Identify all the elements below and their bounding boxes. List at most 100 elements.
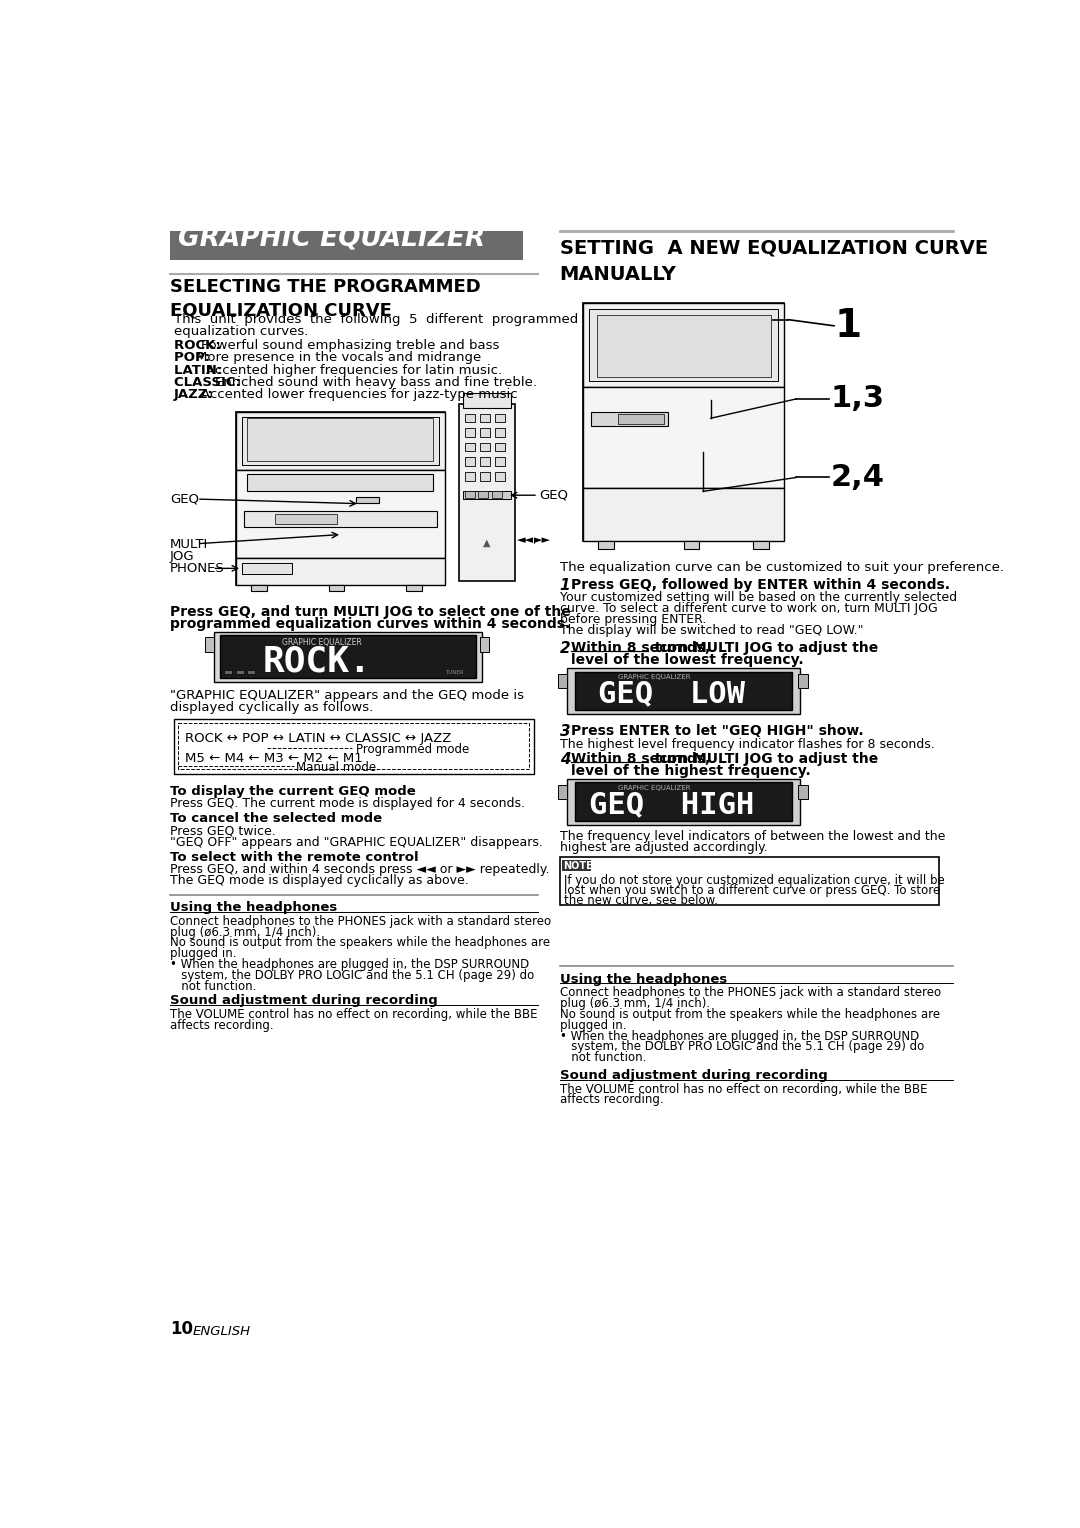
Text: GRAPHIC EQUALIZER: GRAPHIC EQUALIZER: [618, 674, 690, 680]
Circle shape: [298, 562, 305, 568]
Circle shape: [586, 492, 595, 500]
Bar: [597, 315, 770, 376]
Circle shape: [607, 396, 618, 406]
Text: Enriched sound with heavy bass and fine treble.: Enriched sound with heavy bass and fine …: [215, 376, 537, 388]
Bar: [406, 585, 422, 591]
Text: Within 8 seconds,: Within 8 seconds,: [570, 752, 710, 766]
Circle shape: [666, 494, 671, 498]
Circle shape: [282, 495, 293, 506]
Text: "GRAPHIC EQUALIZER" appears and the GEQ mode is: "GRAPHIC EQUALIZER" appears and the GEQ …: [170, 689, 524, 703]
Circle shape: [322, 562, 328, 568]
Bar: [480, 428, 490, 437]
Circle shape: [350, 529, 362, 541]
Circle shape: [772, 408, 779, 414]
Text: The GEQ mode is displayed cyclically as above.: The GEQ mode is displayed cyclically as …: [170, 874, 469, 888]
Bar: [618, 414, 664, 423]
Bar: [798, 785, 808, 799]
Bar: [576, 782, 793, 821]
Text: Connect headphones to the PHONES jack with a standard stereo: Connect headphones to the PHONES jack wi…: [170, 915, 551, 927]
Bar: [242, 562, 293, 573]
Text: 2: 2: [559, 640, 570, 656]
Circle shape: [265, 495, 275, 506]
Text: plug (ø6.3 mm, 1/4 inch).: plug (ø6.3 mm, 1/4 inch).: [559, 998, 710, 1010]
Text: Powerful sound emphasizing treble and bass: Powerful sound emphasizing treble and ba…: [201, 339, 499, 351]
Text: 3: 3: [559, 724, 570, 740]
Circle shape: [426, 478, 433, 486]
Text: To display the current GEQ mode: To display the current GEQ mode: [170, 785, 416, 799]
Text: SETTING  A NEW EQUALIZATION CURVE
MANUALLY: SETTING A NEW EQUALIZATION CURVE MANUALL…: [559, 238, 988, 284]
Text: Your customized setting will be based on the currently selected: Your customized setting will be based on…: [559, 591, 957, 605]
Circle shape: [255, 564, 262, 571]
Text: programmed equalization curves within 4 seconds.: programmed equalization curves within 4 …: [170, 617, 570, 631]
Circle shape: [643, 494, 647, 498]
Bar: [480, 443, 490, 451]
Text: ROCK.: ROCK.: [262, 645, 372, 678]
Bar: [798, 674, 808, 688]
Bar: [214, 631, 482, 681]
Circle shape: [333, 495, 343, 506]
Text: plug (ø6.3 mm, 1/4 inch).: plug (ø6.3 mm, 1/4 inch).: [170, 926, 320, 938]
Bar: [465, 457, 475, 466]
Text: Sound adjustment during recording: Sound adjustment during recording: [559, 1070, 827, 1082]
Text: Press GEQ, and turn MULTI JOG to select one of the: Press GEQ, and turn MULTI JOG to select …: [170, 605, 570, 619]
Circle shape: [697, 494, 702, 498]
Text: 2,4: 2,4: [831, 463, 885, 492]
Circle shape: [658, 494, 663, 498]
Text: GEQ: GEQ: [539, 489, 568, 501]
Text: Connect headphones to the PHONES jack with a standard stereo: Connect headphones to the PHONES jack wi…: [559, 987, 941, 999]
Text: The equalization curve can be customized to suit your preference.: The equalization curve can be customized…: [559, 561, 1003, 573]
Text: system, the DOLBY PRO LOGIC and the 5.1 CH (page 29) do: system, the DOLBY PRO LOGIC and the 5.1 …: [559, 1041, 924, 1053]
Bar: [583, 388, 784, 487]
Text: PHONES: PHONES: [170, 562, 225, 575]
Text: Press GEQ, and within 4 seconds press ◄◄ or ►► repeatedly.: Press GEQ, and within 4 seconds press ◄◄…: [170, 862, 550, 876]
Bar: [328, 585, 345, 591]
Text: ROCK ↔ POP ↔ LATIN ↔ CLASSIC ↔ JAZZ: ROCK ↔ POP ↔ LATIN ↔ CLASSIC ↔ JAZZ: [186, 732, 451, 746]
Text: ◄◄,: ◄◄,: [517, 535, 538, 545]
Bar: [754, 541, 769, 549]
Bar: [567, 668, 800, 714]
Text: To cancel the selected mode: To cancel the selected mode: [170, 813, 382, 825]
Circle shape: [729, 416, 770, 455]
Circle shape: [611, 492, 619, 500]
Circle shape: [389, 518, 423, 552]
Bar: [465, 428, 475, 437]
Circle shape: [772, 388, 779, 394]
Bar: [478, 492, 488, 498]
Text: curve. To select a different curve to work on, turn MULTI JOG: curve. To select a different curve to wo…: [559, 602, 937, 616]
Text: before pressing ENTER.: before pressing ENTER.: [559, 613, 706, 626]
Bar: [225, 669, 232, 674]
Bar: [495, 472, 504, 481]
Bar: [242, 417, 438, 465]
Text: ▲: ▲: [483, 538, 490, 549]
Circle shape: [559, 677, 567, 685]
Text: turn MULTI JOG to adjust the: turn MULTI JOG to adjust the: [649, 640, 878, 654]
Text: SELECTING THE PROGRAMMED
EQUALIZATION CURVE: SELECTING THE PROGRAMMED EQUALIZATION CU…: [170, 278, 481, 319]
Text: Accented lower frequencies for jazz-type music: Accented lower frequencies for jazz-type…: [201, 388, 517, 402]
Bar: [558, 785, 567, 799]
Circle shape: [244, 564, 252, 571]
Bar: [559, 857, 940, 905]
Circle shape: [622, 396, 633, 406]
Bar: [235, 469, 445, 558]
Text: The frequency level indicators of between the lowest and the: The frequency level indicators of betwee…: [559, 830, 945, 843]
Bar: [491, 492, 501, 498]
Text: GRAPHIC EQUALIZER: GRAPHIC EQUALIZER: [177, 226, 485, 252]
Text: • When the headphones are plugged in, the DSP SURROUND: • When the headphones are plugged in, th…: [170, 958, 529, 970]
Text: No sound is output from the speakers while the headphones are: No sound is output from the speakers whi…: [559, 1008, 940, 1021]
Bar: [583, 487, 784, 541]
Circle shape: [674, 494, 678, 498]
Text: LATIN:: LATIN:: [174, 364, 227, 376]
Circle shape: [592, 396, 603, 406]
Bar: [598, 541, 613, 549]
Circle shape: [310, 562, 316, 568]
Bar: [465, 472, 475, 481]
Bar: [576, 671, 793, 711]
Circle shape: [205, 640, 213, 648]
Circle shape: [669, 396, 679, 406]
Bar: [235, 669, 243, 674]
Bar: [274, 513, 337, 524]
Text: POP:: POP:: [174, 351, 215, 364]
Text: GRAPHIC EQUALIZER: GRAPHIC EQUALIZER: [282, 639, 362, 648]
Bar: [495, 428, 504, 437]
Bar: [495, 443, 504, 451]
